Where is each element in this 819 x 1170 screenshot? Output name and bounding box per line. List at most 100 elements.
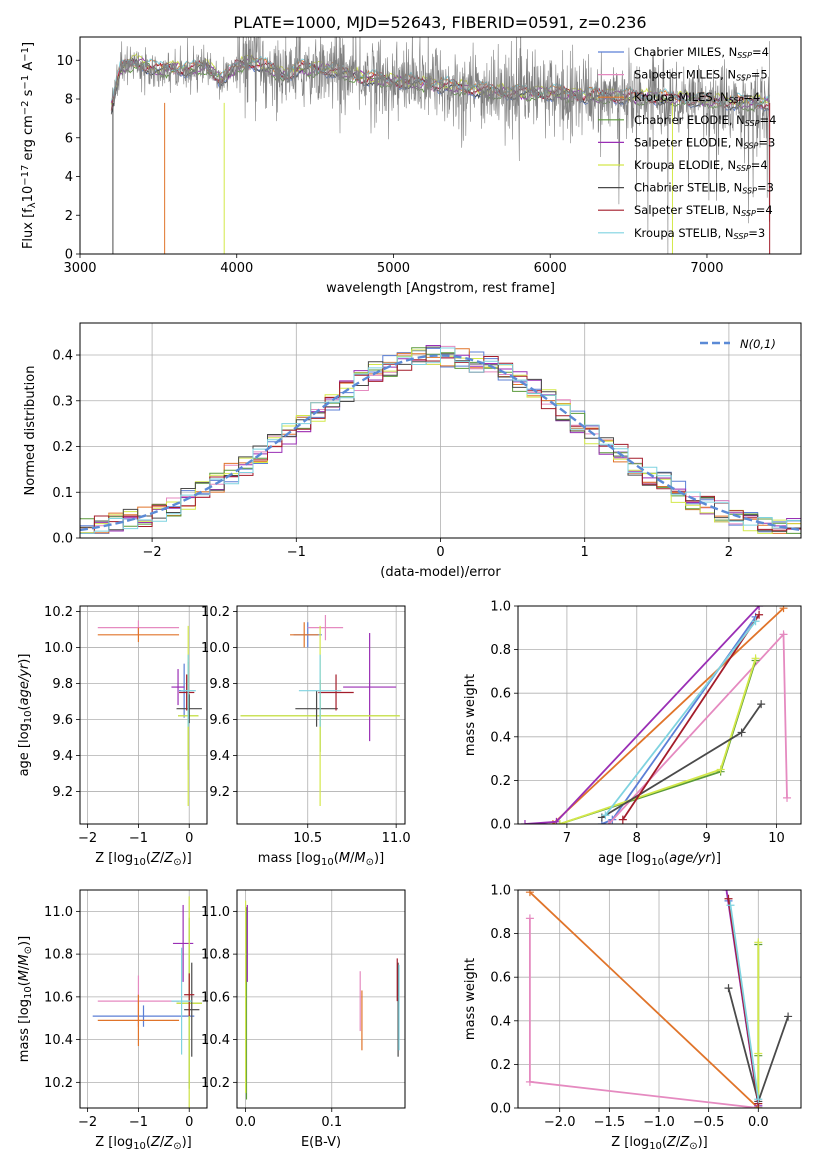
legend-entry-nssp-sub: SSP xyxy=(734,232,749,241)
series-line xyxy=(604,620,757,816)
axes-frame xyxy=(236,889,406,1109)
legend-entry-name: Kroupa ELODIE xyxy=(634,158,720,172)
axes-age_vs_mass: 10.5 11.0 9.2 9.4 9.6 9.8 10.0 10.2 mass [log10(… xyxy=(201,605,411,868)
axes-frame xyxy=(79,322,802,539)
x-tick-label: −1 xyxy=(129,1115,148,1130)
y-axis-label: mass [log10(M/M⊙)] xyxy=(17,936,34,1062)
legend-entry-nssp-label: , N xyxy=(721,45,737,59)
y-tick-label: 0.2 xyxy=(52,440,73,455)
data-spectrum-line xyxy=(111,37,770,254)
legend-entry-nssp: =4 xyxy=(751,158,768,172)
plus-marker xyxy=(525,890,534,897)
errorbar-point xyxy=(298,654,342,727)
x-tick-label: −2 xyxy=(143,545,162,560)
x-tick-label: 0.0 xyxy=(235,1115,256,1130)
y-tick-label: 0 xyxy=(65,248,73,263)
legend-entry: Kroupa STELIB, NSSP=3 xyxy=(634,226,765,241)
legend-entry: Salpeter MILES, NSSP=5 xyxy=(634,68,768,83)
cumweight_vs_age-marks xyxy=(520,606,792,824)
plus-marker xyxy=(754,1095,763,1104)
y-tick-label: 0.4 xyxy=(52,349,73,364)
series-line xyxy=(622,614,760,821)
plus-marker xyxy=(716,765,725,774)
x-tick-label: 0.1 xyxy=(321,1115,342,1130)
errorbar-point xyxy=(172,904,194,982)
plus-marker xyxy=(783,793,792,802)
legend-entry-name: Chabrier MILES xyxy=(634,45,721,59)
legend-entry-nssp: =4 xyxy=(760,113,777,127)
plus-marker xyxy=(722,890,731,894)
legend-entry: Kroupa MILES, NSSP=4 xyxy=(634,90,760,105)
plus-marker xyxy=(751,654,760,663)
legend-entry-nssp: =3 xyxy=(748,226,765,240)
errorbar-point xyxy=(290,622,319,648)
y-tick-label: 0.6 xyxy=(490,971,511,986)
axes-mass_vs_Z: −2 −1 0 10.2 10.4 10.6 10.8 11.0 Z [log10(Z/Z⊙)]… xyxy=(17,889,208,1152)
errorbar-point xyxy=(184,973,195,1017)
legend-entry: Salpeter ELODIE, NSSP=3 xyxy=(634,135,775,150)
plus-marker xyxy=(724,984,733,993)
errorbar-point xyxy=(92,1005,195,1027)
residual_hist-marks xyxy=(80,345,801,534)
plus-marker xyxy=(604,820,613,824)
series-salpeter-miles xyxy=(604,630,792,824)
legend-entry-nssp-label: , N xyxy=(729,113,745,127)
y-tick-label: 0.8 xyxy=(490,643,511,658)
x-tick-label: 0 xyxy=(436,545,444,560)
legend-entry-nssp-label: , N xyxy=(713,90,729,104)
errorbar-point xyxy=(180,654,196,727)
legend-entry-nssp-sub: SSP xyxy=(736,74,751,83)
legend-entry-name: Kroupa MILES xyxy=(634,90,713,104)
age_vs_mass-grid xyxy=(237,606,405,824)
legend-entry: Kroupa ELODIE, NSSP=4 xyxy=(634,158,768,173)
x-axis-label: mass [log10(M/M⊙)] xyxy=(258,851,384,868)
plus-marker xyxy=(755,606,764,610)
y-tick-label: 0.0 xyxy=(490,1102,511,1117)
axes-frame xyxy=(79,36,802,255)
y-tick-label: 0.0 xyxy=(52,532,73,547)
y-tick-label: 9.8 xyxy=(209,677,230,692)
x-tick-label: −1.0 xyxy=(643,1115,675,1130)
y-tick-label: 10.2 xyxy=(44,605,73,620)
x-axis-label: E(B-V) xyxy=(301,1135,341,1150)
legend-entry-nssp-sub: SSP xyxy=(737,51,752,60)
cumweight_vs_Z-marks xyxy=(525,890,793,1108)
x-tick-label: 8 xyxy=(633,831,641,846)
x-tick-label: −0.5 xyxy=(693,1115,725,1130)
y-tick-label: 0.0 xyxy=(490,818,511,833)
legend-entry-nssp-label: , N xyxy=(726,181,742,195)
y-tick-label: 10.2 xyxy=(201,1076,230,1091)
errorbar-point xyxy=(318,674,354,711)
legend-entry-nssp-sub: SSP xyxy=(736,164,751,173)
y-tick-label: 8 xyxy=(65,93,73,108)
legend-entry-nssp: =3 xyxy=(758,135,775,149)
x-axis-label: Z [log10(Z/Z⊙)] xyxy=(611,1135,708,1152)
legend-entry-nssp-sub: SSP xyxy=(741,210,756,219)
y-tick-label: 10.0 xyxy=(201,641,230,656)
errorbar-point xyxy=(179,674,195,711)
errorbar-point xyxy=(171,669,185,706)
errorbar-point xyxy=(97,627,180,643)
legend-entry-name: Salpeter STELIB xyxy=(634,203,725,217)
plus-marker xyxy=(555,820,564,824)
spectrum-marks xyxy=(110,37,771,254)
x-tick-label: 0 xyxy=(185,831,193,846)
y-tick-label: 9.2 xyxy=(52,785,73,800)
plus-marker xyxy=(520,820,529,824)
x-tick-label: 9 xyxy=(703,831,711,846)
y-tick-label: 0.4 xyxy=(490,1014,511,1029)
plus-marker xyxy=(757,700,766,709)
legend-entry: N(0,1) xyxy=(740,337,776,351)
axes-spectrum: 3000 4000 5000 6000 7000 0 2 4 6 8 10 wavelength [A… xyxy=(20,36,802,296)
legend-entry-nssp: =5 xyxy=(751,68,768,82)
plus-marker xyxy=(726,901,735,910)
x-tick-label: 0 xyxy=(185,1115,193,1130)
y-tick-label: 10.0 xyxy=(44,641,73,656)
axes-frame xyxy=(517,605,802,825)
axes-residual_hist: −2 −1 0 1 2 0.0 0.1 0.2 0.3 0.4 (data-model)/error… xyxy=(23,322,802,580)
legend-entry-name: Chabrier ELODIE xyxy=(634,113,729,127)
y-tick-label: 10.2 xyxy=(201,605,230,620)
x-tick-label: −2 xyxy=(78,831,97,846)
legend-entry-nssp-label: , N xyxy=(725,203,741,217)
